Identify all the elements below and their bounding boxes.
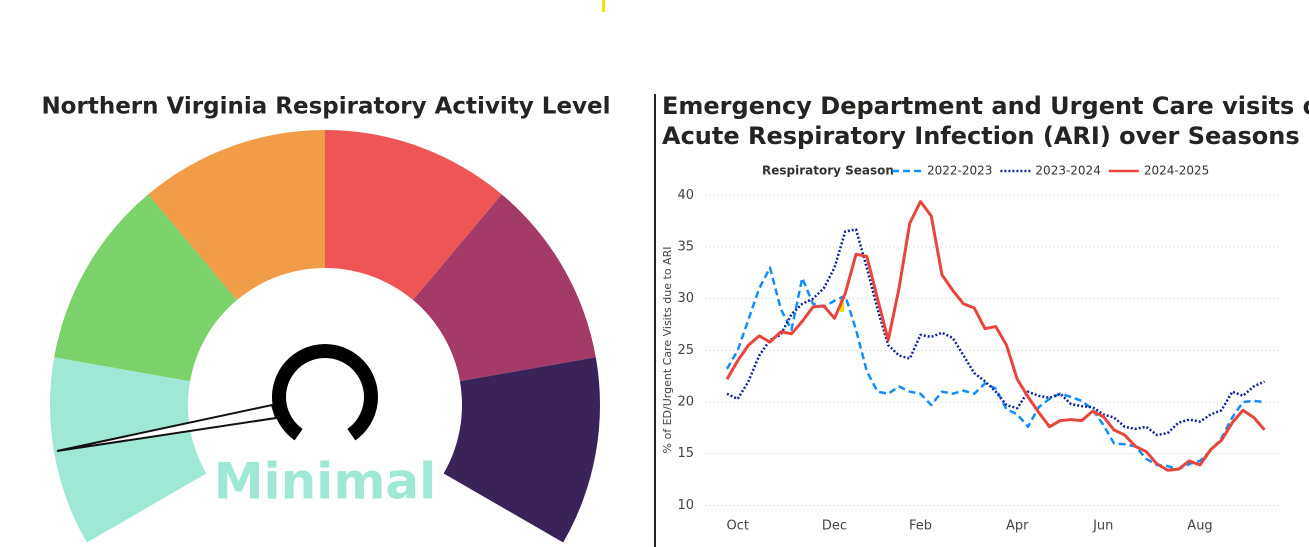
series-line: [725, 266, 1265, 471]
legend-label: 2022-2023: [927, 164, 992, 178]
series-line: [726, 228, 1266, 437]
gauge: Northern Virginia Respiratory Activity L…: [41, 94, 611, 543]
needle-hub: [272, 344, 378, 441]
x-tick-label: Feb: [909, 519, 932, 534]
legend-label: 2024-2025: [1144, 164, 1209, 178]
y-tick-label: 25: [677, 343, 694, 358]
y-tick-label: 35: [677, 240, 694, 255]
chart-title: Acute Respiratory Infection (ARI) over S…: [662, 122, 1300, 150]
y-tick-label: 30: [677, 291, 694, 306]
legend-label: 2023-2024: [1035, 164, 1100, 178]
series-line: [725, 200, 1266, 472]
gauge-segment: [49, 357, 207, 543]
x-tick-label: Dec: [822, 519, 847, 534]
gauge-title: Northern Virginia Respiratory Activity L…: [41, 94, 610, 120]
gauge-segment: [413, 194, 596, 382]
x-tick-label: Oct: [727, 519, 749, 534]
y-axis-label: % of ED/Urgent Care Visits due to ARI: [661, 247, 674, 454]
level-label: Minimal: [214, 453, 437, 511]
x-tick-label: Apr: [1006, 519, 1029, 534]
y-tick-label: 15: [677, 446, 694, 461]
chart-title: Emergency Department and Urgent Care vis…: [662, 92, 1309, 120]
marker: [840, 298, 844, 312]
gauge-segment: [54, 194, 237, 382]
legend-title: Respiratory Season: [762, 164, 894, 178]
x-tick-label: Aug: [1187, 519, 1212, 534]
gauge-segment: [325, 130, 502, 301]
marker: [602, 0, 605, 12]
y-tick-label: 20: [677, 395, 694, 410]
y-tick-label: 10: [677, 498, 694, 513]
y-tick-label: 40: [677, 188, 694, 203]
gauge-segment: [148, 130, 325, 301]
x-tick-label: Jun: [1092, 519, 1113, 534]
gauge-segment: [443, 357, 601, 543]
